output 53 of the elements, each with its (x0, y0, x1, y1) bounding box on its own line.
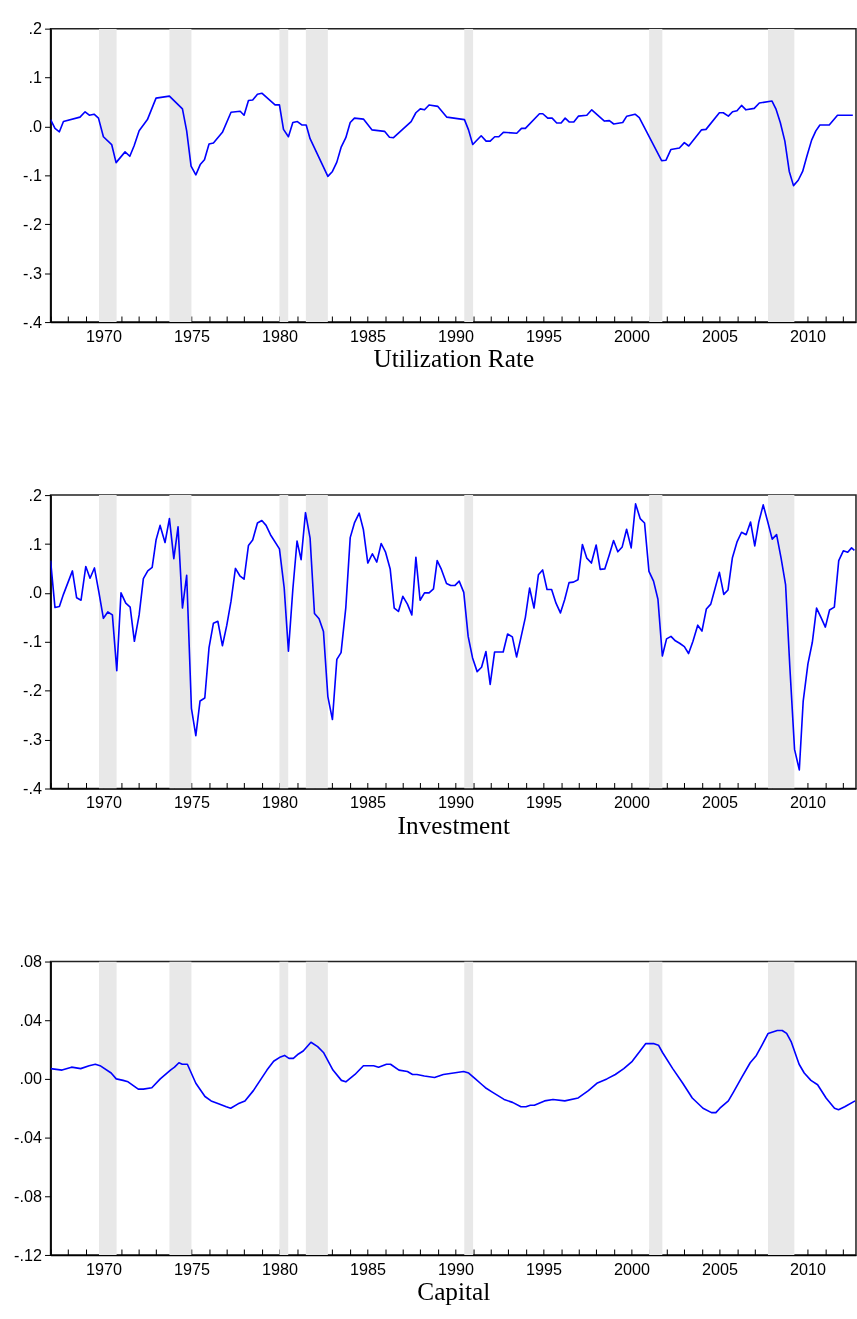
y-tick-label: -.1 (23, 165, 42, 184)
x-tick-label: 2000 (614, 1259, 651, 1278)
x-tick-label: 2005 (702, 326, 739, 345)
x-tick-label: 1970 (85, 793, 122, 812)
line-series (50, 503, 856, 771)
x-tick-label: 2010 (790, 1259, 827, 1278)
x-tick-label: 1975 (173, 326, 210, 345)
x-tick-label: 2000 (614, 326, 651, 345)
x-tick-label: 1970 (85, 326, 122, 345)
line-series (50, 92, 854, 187)
x-tick-label: 1985 (349, 326, 386, 345)
x-tick-label: 2000 (614, 793, 651, 812)
y-tick-label: -.2 (23, 214, 42, 233)
y-tick-label: -.12 (14, 1245, 42, 1264)
x-tick-label: 2010 (790, 326, 827, 345)
x-axis-title: Investment (397, 810, 510, 839)
y-tick-label: -.04 (14, 1128, 42, 1147)
y-tick-label: .2 (28, 19, 42, 38)
y-tick-label: -.4 (23, 312, 42, 331)
y-tick-label: .2 (28, 485, 42, 504)
x-tick-label: 1995 (526, 793, 563, 812)
x-tick-label: 1990 (438, 1259, 474, 1278)
x-tick-label: 1985 (349, 793, 386, 812)
x-tick-label: 1970 (85, 1259, 122, 1278)
x-tick-label: 1990 (438, 326, 474, 345)
x-axis-title: Utilization Rate (373, 344, 535, 373)
line-series (50, 1029, 856, 1114)
y-tick-label: -.1 (23, 632, 42, 651)
y-tick-label: .00 (19, 1069, 42, 1088)
x-tick-label: 1995 (526, 1259, 563, 1278)
x-tick-label: 1980 (261, 326, 298, 345)
y-tick-label: .1 (28, 534, 42, 553)
x-tick-label: 2005 (702, 793, 739, 812)
x-tick-label: 1980 (261, 793, 298, 812)
y-tick-label: -.3 (23, 730, 42, 749)
x-tick-label: 1995 (526, 326, 563, 345)
x-tick-label: 1985 (349, 1259, 386, 1278)
y-tick-label: -.2 (23, 681, 42, 700)
x-tick-label: 1975 (173, 1259, 210, 1278)
y-tick-label: -.08 (14, 1186, 42, 1205)
y-tick-label: -.4 (23, 779, 42, 798)
x-tick-label: 1975 (173, 793, 210, 812)
y-tick-label: .0 (28, 117, 42, 136)
y-tick-label: -.3 (23, 263, 42, 282)
x-tick-label: 2010 (790, 793, 827, 812)
y-tick-label: .08 (19, 952, 42, 971)
y-tick-label: .0 (28, 583, 42, 602)
x-tick-label: 1980 (261, 1259, 298, 1278)
y-tick-label: .04 (19, 1010, 42, 1029)
x-tick-label: 1990 (438, 793, 474, 812)
x-axis-title: Capital (417, 1276, 491, 1305)
y-tick-label: .1 (28, 68, 42, 87)
x-tick-label: 2005 (702, 1259, 739, 1278)
